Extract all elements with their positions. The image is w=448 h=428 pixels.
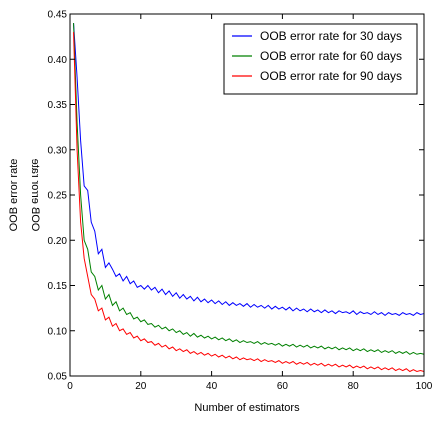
legend: OOB error rate for 30 days OOB error rate… bbox=[223, 23, 418, 95]
legend-label-3: OOB error rate for 90 days bbox=[260, 69, 402, 83]
y-tick-label-3: 0.20 bbox=[48, 236, 68, 247]
x-tick-label-1: 20 bbox=[135, 381, 147, 392]
y-tick-label-8: 0.45 bbox=[48, 10, 68, 21]
y-tick-label-6: 0.35 bbox=[48, 100, 68, 111]
x-tick-label-2: 40 bbox=[206, 381, 218, 392]
y-tick-label-5: 0.30 bbox=[48, 145, 68, 156]
y-tick-label-2: 0.15 bbox=[48, 281, 68, 292]
legend-label-2: OOB error rate for 60 days bbox=[260, 49, 402, 63]
series-line-3 bbox=[73, 32, 425, 373]
y-tick-label-1: 0.10 bbox=[48, 326, 68, 337]
series-layer bbox=[73, 23, 425, 373]
y-tick-label-4: 0.25 bbox=[48, 191, 68, 202]
legend-label-1: OOB error rate for 30 days bbox=[260, 29, 402, 43]
legend-box bbox=[223, 23, 418, 95]
series-line-2 bbox=[73, 23, 425, 355]
x-axis-title: Number of estimators bbox=[194, 402, 300, 414]
ticks-layer: 0 20 40 60 80 100 0.05 0.10 0.15 0.20 0.25 0.30 0.35… bbox=[48, 10, 433, 393]
x-tick-label-0: 0 bbox=[67, 381, 73, 392]
y-axis-title-mirror: OOB error rate bbox=[29, 159, 41, 232]
x-tick-label-5: 100 bbox=[416, 381, 433, 392]
y-axis-title: OOB error rate bbox=[8, 159, 20, 232]
y-tick-label-0: 0.05 bbox=[48, 372, 68, 383]
x-tick-label-4: 80 bbox=[348, 381, 360, 392]
x-tick-label-3: 60 bbox=[277, 381, 289, 392]
y-tick-label-7: 0.40 bbox=[48, 55, 68, 66]
series-line-1 bbox=[73, 23, 425, 317]
